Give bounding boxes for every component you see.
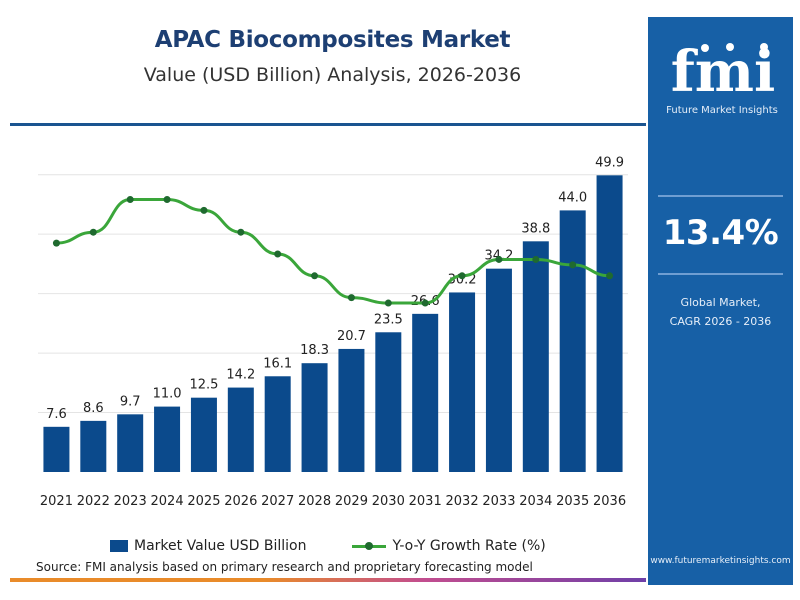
- x-tick-2035: 2035: [556, 494, 589, 509]
- growth-point-2029: [347, 294, 355, 302]
- bar-label-2035: 44.0: [558, 190, 587, 205]
- legend-item-line: Y-o-Y Growth Rate (%): [352, 538, 546, 554]
- growth-point-2027: [274, 250, 282, 258]
- growth-point-2025: [200, 206, 208, 214]
- legend-swatch-line: [352, 541, 387, 550]
- bar-2036: [596, 175, 623, 472]
- website-url: www.futuremarketinsights.com: [650, 556, 791, 566]
- x-tick-2029: 2029: [335, 494, 368, 509]
- bottom-divider: [10, 578, 646, 582]
- cagr-value: 13.4%: [662, 213, 779, 253]
- bar-2024: [154, 406, 181, 472]
- x-tick-2036: 2036: [593, 494, 626, 509]
- bar-label-2028: 18.3: [300, 343, 329, 358]
- growth-point-2031: [421, 299, 429, 307]
- logo-person-icon-3: [760, 43, 768, 51]
- bar-label-2027: 16.1: [263, 356, 292, 371]
- growth-point-2032: [458, 272, 466, 280]
- x-tick-2027: 2027: [261, 494, 294, 509]
- x-tick-2025: 2025: [187, 494, 220, 509]
- cagr-label-line1: Global Market,: [680, 296, 761, 309]
- logo-person-icon: [701, 44, 709, 52]
- bar-2023: [117, 414, 144, 472]
- title-divider: [10, 123, 646, 126]
- x-tick-2030: 2030: [372, 494, 405, 509]
- growth-point-2026: [237, 228, 245, 236]
- bar-label-2026: 14.2: [226, 368, 255, 383]
- bar-2034: [522, 241, 549, 472]
- legend-item-bar: Market Value USD Billion: [110, 538, 306, 554]
- bar-2035: [559, 210, 586, 472]
- title-area: APAC Biocomposites Market Value (USD Bil…: [0, 0, 645, 120]
- bar-label-2030: 23.5: [374, 312, 403, 327]
- legend-label-line: Y-o-Y Growth Rate (%): [392, 538, 546, 554]
- fmi-logo: fmi: [671, 39, 776, 99]
- legend-swatch-bar: [110, 540, 128, 552]
- bar-2025: [190, 397, 217, 472]
- bar-label-2022: 8.6: [83, 401, 104, 416]
- growth-point-2023: [126, 196, 134, 203]
- bar-label-2036: 49.9: [595, 155, 624, 170]
- logo-letters: fmi: [671, 39, 776, 99]
- bar-2021: [43, 426, 70, 472]
- bar-label-2024: 11.0: [153, 387, 182, 402]
- bar-label-2021: 7.6: [46, 407, 67, 422]
- growth-point-2036: [606, 272, 614, 280]
- bar-2027: [264, 376, 291, 472]
- bar-label-2029: 20.7: [337, 329, 366, 344]
- growth-point-2030: [384, 299, 392, 307]
- growth-point-2034: [532, 255, 540, 263]
- bar-2022: [80, 420, 107, 472]
- bar-2031: [412, 313, 439, 472]
- x-tick-2021: 2021: [40, 494, 73, 509]
- growth-point-2028: [311, 272, 319, 280]
- chart-canvas: 7.6 2021 8.6 2022 9.7 2023 11.0 2024 12.5 2025 14.…: [38, 155, 628, 509]
- x-tick-2028: 2028: [298, 494, 331, 509]
- sidebar-divider-bottom: [658, 273, 783, 275]
- bar-2026: [227, 387, 254, 472]
- legend-label-bar: Market Value USD Billion: [134, 538, 307, 554]
- bar-2030: [375, 332, 402, 472]
- bar-label-2025: 12.5: [189, 378, 218, 393]
- sidebar-panel: fmi Future Market Insights 13.4% Global …: [648, 17, 793, 585]
- bar-label-2023: 9.7: [120, 394, 141, 409]
- cagr-label: Global Market, CAGR 2026 - 2036: [653, 293, 788, 331]
- growth-point-2024: [163, 196, 171, 203]
- legend: Market Value USD Billion Y-o-Y Growth Ra…: [110, 536, 592, 556]
- growth-point-2035: [569, 261, 577, 269]
- source-note: Source: FMI analysis based on primary re…: [36, 560, 533, 574]
- x-tick-2022: 2022: [77, 494, 110, 509]
- x-tick-2032: 2032: [446, 494, 479, 509]
- logo-caption: Future Market Insights: [666, 105, 778, 116]
- bar-label-2034: 38.8: [521, 221, 550, 236]
- growth-point-2021: [52, 239, 60, 247]
- cagr-label-line2: CAGR 2026 - 2036: [669, 315, 772, 328]
- chart-subtitle: Value (USD Billion) Analysis, 2026-2036: [143, 64, 522, 86]
- sidebar-divider-top: [658, 195, 783, 197]
- growth-line: [56, 197, 610, 305]
- x-tick-2024: 2024: [151, 494, 184, 509]
- growth-point-2033: [495, 255, 503, 263]
- x-tick-2031: 2031: [409, 494, 442, 509]
- x-tick-2023: 2023: [114, 494, 147, 509]
- bar-2029: [338, 348, 365, 472]
- logo-person-icon-2: [726, 43, 734, 51]
- bar-2033: [485, 268, 512, 472]
- x-tick-2026: 2026: [224, 494, 257, 509]
- chart-title: APAC Biocomposites Market: [154, 27, 511, 53]
- bar-2028: [301, 363, 328, 472]
- x-tick-2034: 2034: [519, 494, 552, 509]
- x-tick-2033: 2033: [482, 494, 515, 509]
- growth-point-2022: [89, 228, 97, 236]
- bar-2032: [449, 292, 476, 472]
